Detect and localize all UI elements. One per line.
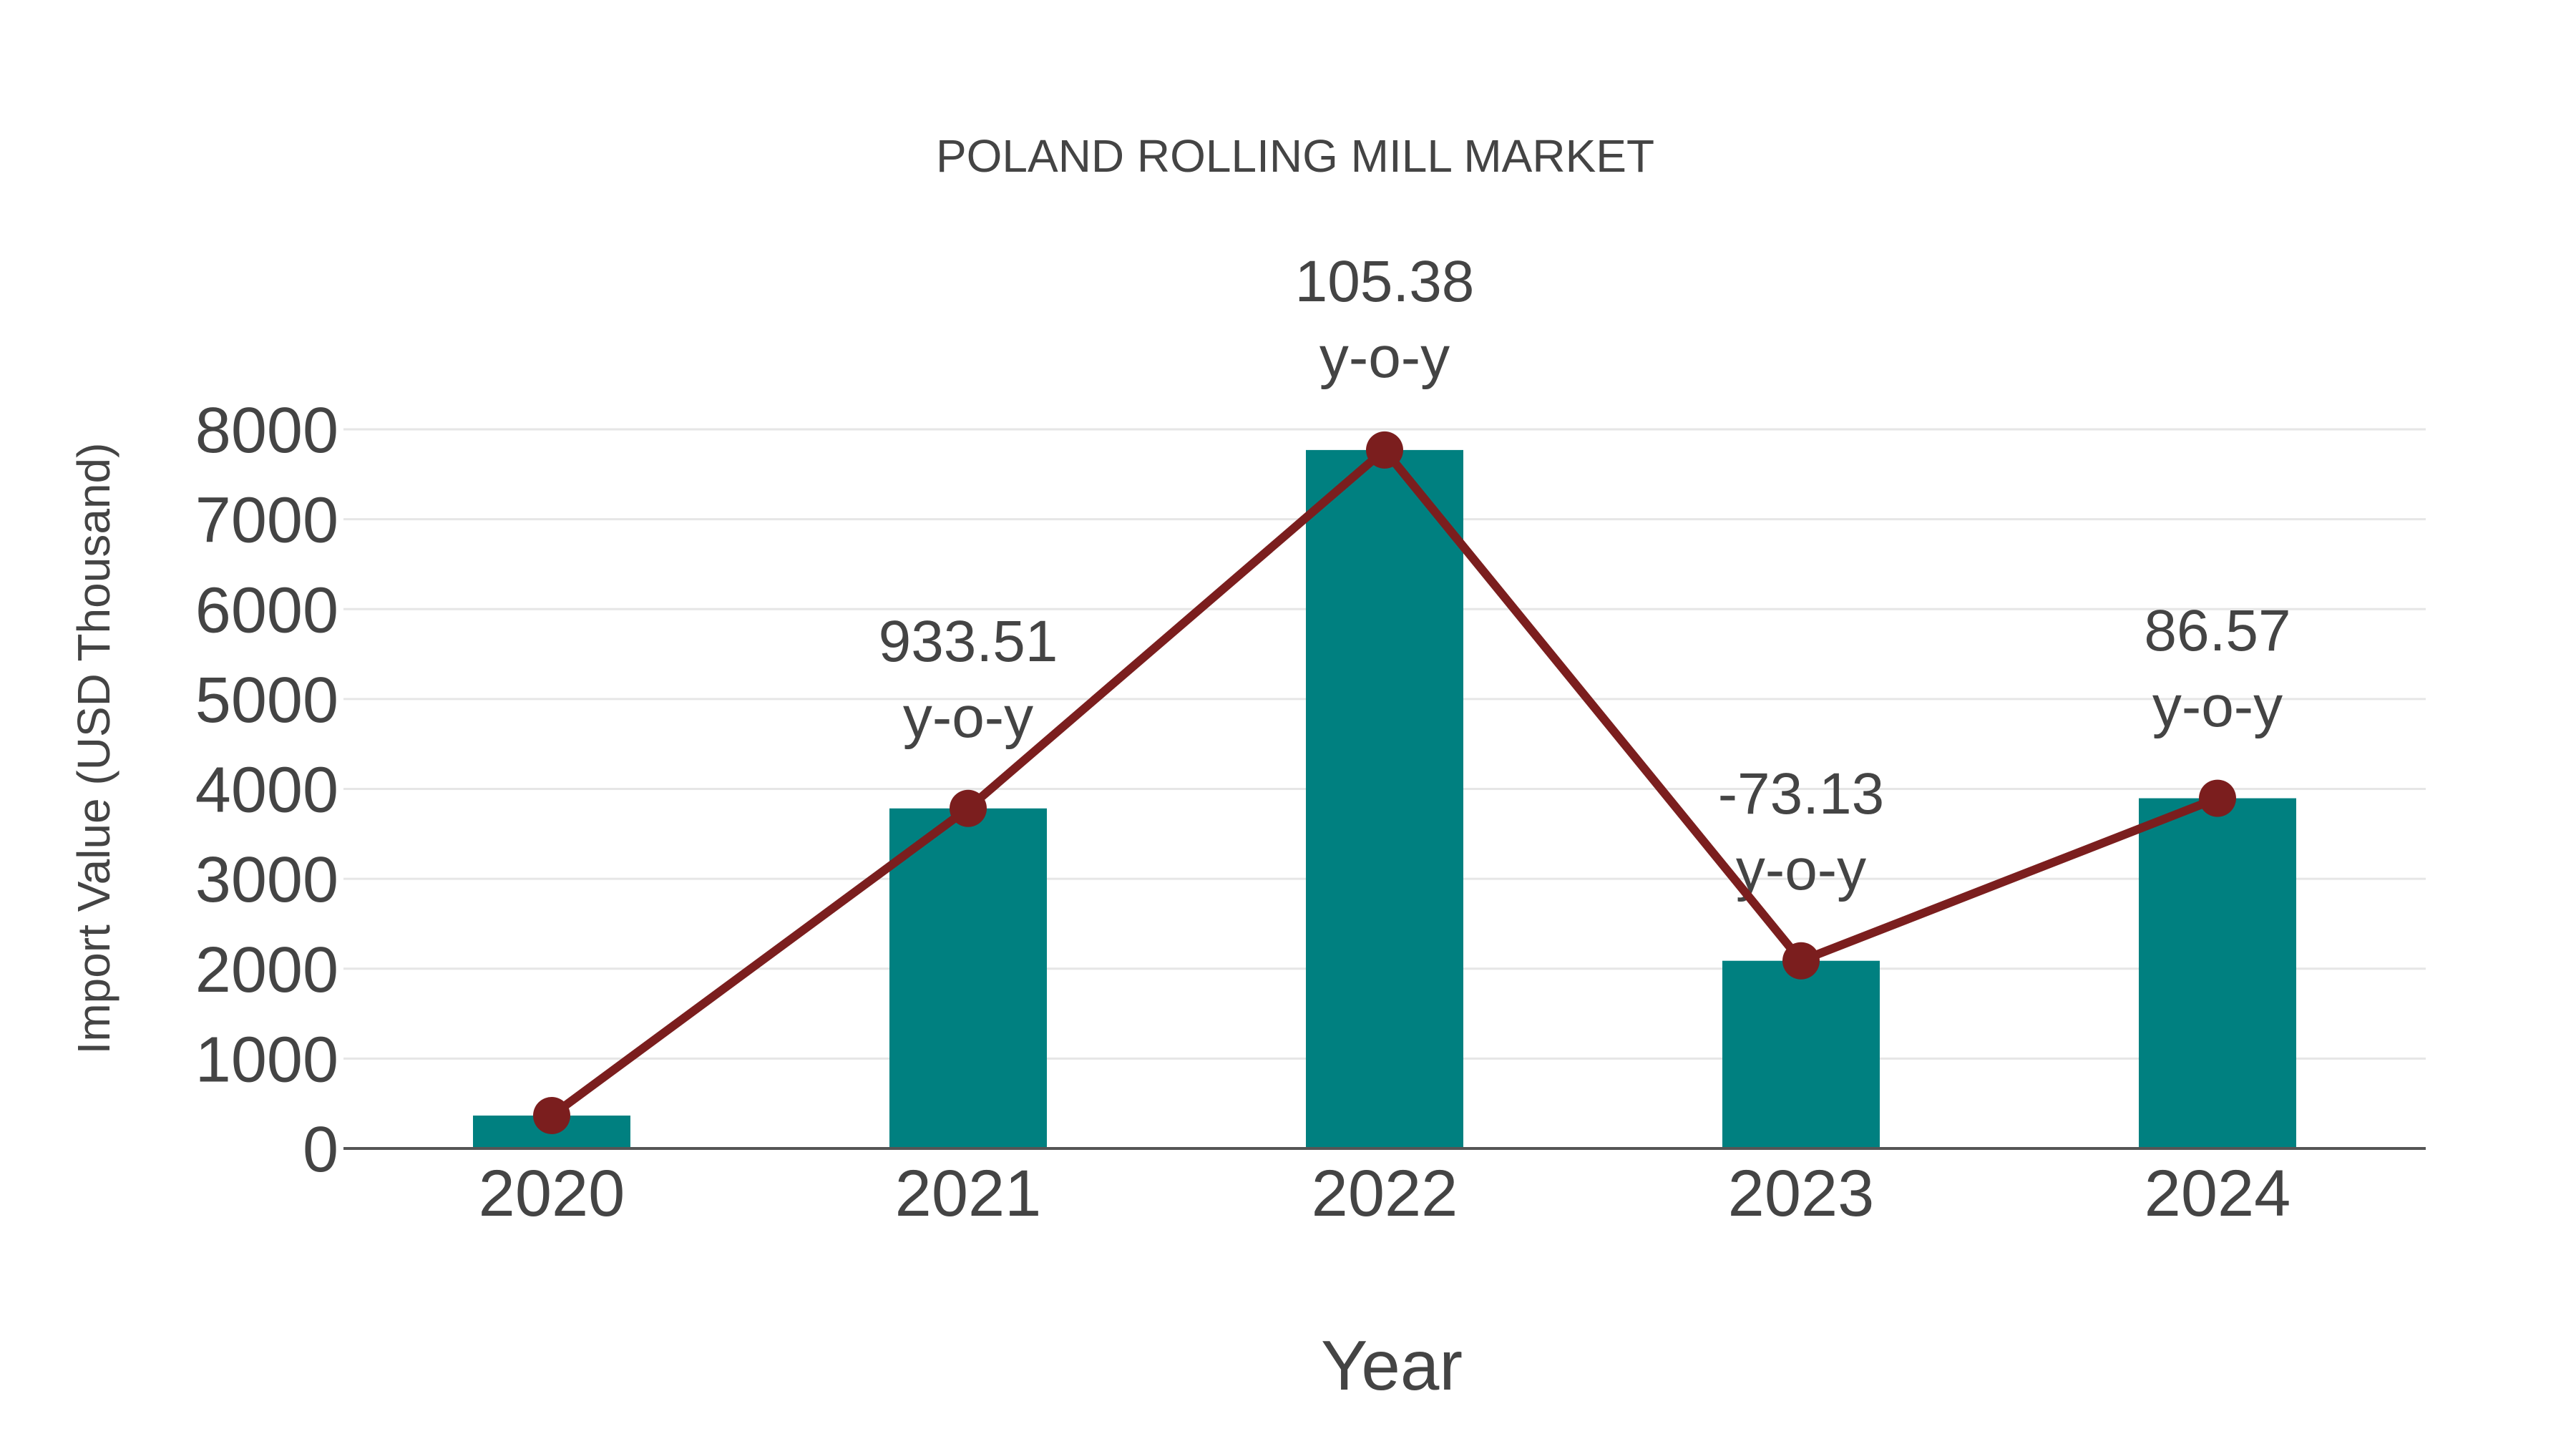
bar-2021 [889, 808, 1047, 1148]
x-tick-label: 2023 [1728, 1157, 1875, 1230]
yoy-suffix: y-o-y [1736, 837, 1866, 902]
yoy-value: 933.51 [879, 609, 1058, 674]
x-tick-label: 2020 [479, 1157, 625, 1230]
bar-2023 [1722, 960, 1880, 1148]
annotation-2024: 86.57 y-o-y [2144, 598, 2290, 739]
y-tick-label: 5000 [195, 665, 338, 736]
x-tick-label: 2024 [2145, 1157, 2291, 1230]
y-tick-label: 1000 [195, 1024, 338, 1096]
y-tick-label: 2000 [195, 935, 338, 1006]
y-tick-label: 0 [303, 1114, 338, 1186]
marker-2022 [1366, 431, 1403, 469]
yoy-annotations: 933.51 y-o-y 105.38 y-o-y -73.13 y-o-y 86.57 y-… [879, 249, 2291, 902]
y-axis-ticks: 0 1000 2000 3000 4000 5000 6000 7000 8000 [195, 395, 338, 1186]
y-tick-label: 4000 [195, 755, 338, 826]
annotation-2021: 933.51 y-o-y [879, 609, 1058, 750]
y-tick-label: 6000 [195, 575, 338, 646]
bars [473, 449, 2296, 1148]
yoy-suffix: y-o-y [1319, 325, 1450, 390]
annotation-2023: -73.13 y-o-y [1718, 761, 1885, 902]
yoy-suffix: y-o-y [2152, 674, 2283, 739]
bar-2022 [1306, 449, 1463, 1148]
yoy-value: 105.38 [1295, 249, 1475, 314]
yoy-value: -73.13 [1718, 761, 1885, 826]
yoy-suffix: y-o-y [903, 685, 1033, 750]
marker-2020 [533, 1097, 570, 1135]
trend-line [533, 431, 2236, 1135]
annotation-2022: 105.38 y-o-y [1295, 249, 1475, 390]
x-tick-label: 2021 [895, 1157, 1042, 1230]
marker-2024 [2199, 779, 2236, 817]
marker-2021 [950, 789, 987, 827]
y-tick-label: 3000 [195, 844, 338, 916]
chart-title: POLAND ROLLING MILL MARKET [936, 130, 1654, 182]
y-tick-label: 8000 [195, 395, 338, 467]
y-axis-title: Import Value (USD Thousand) [68, 443, 119, 1055]
y-tick-label: 7000 [195, 485, 338, 557]
yoy-value: 86.57 [2144, 598, 2290, 663]
x-tick-label: 2022 [1312, 1157, 1458, 1230]
x-axis-title: Year [1321, 1326, 1463, 1405]
x-axis-ticks: 2020 2021 2022 2023 2024 [479, 1157, 2291, 1230]
bar-2024 [2139, 798, 2296, 1148]
marker-2023 [1782, 942, 1820, 980]
